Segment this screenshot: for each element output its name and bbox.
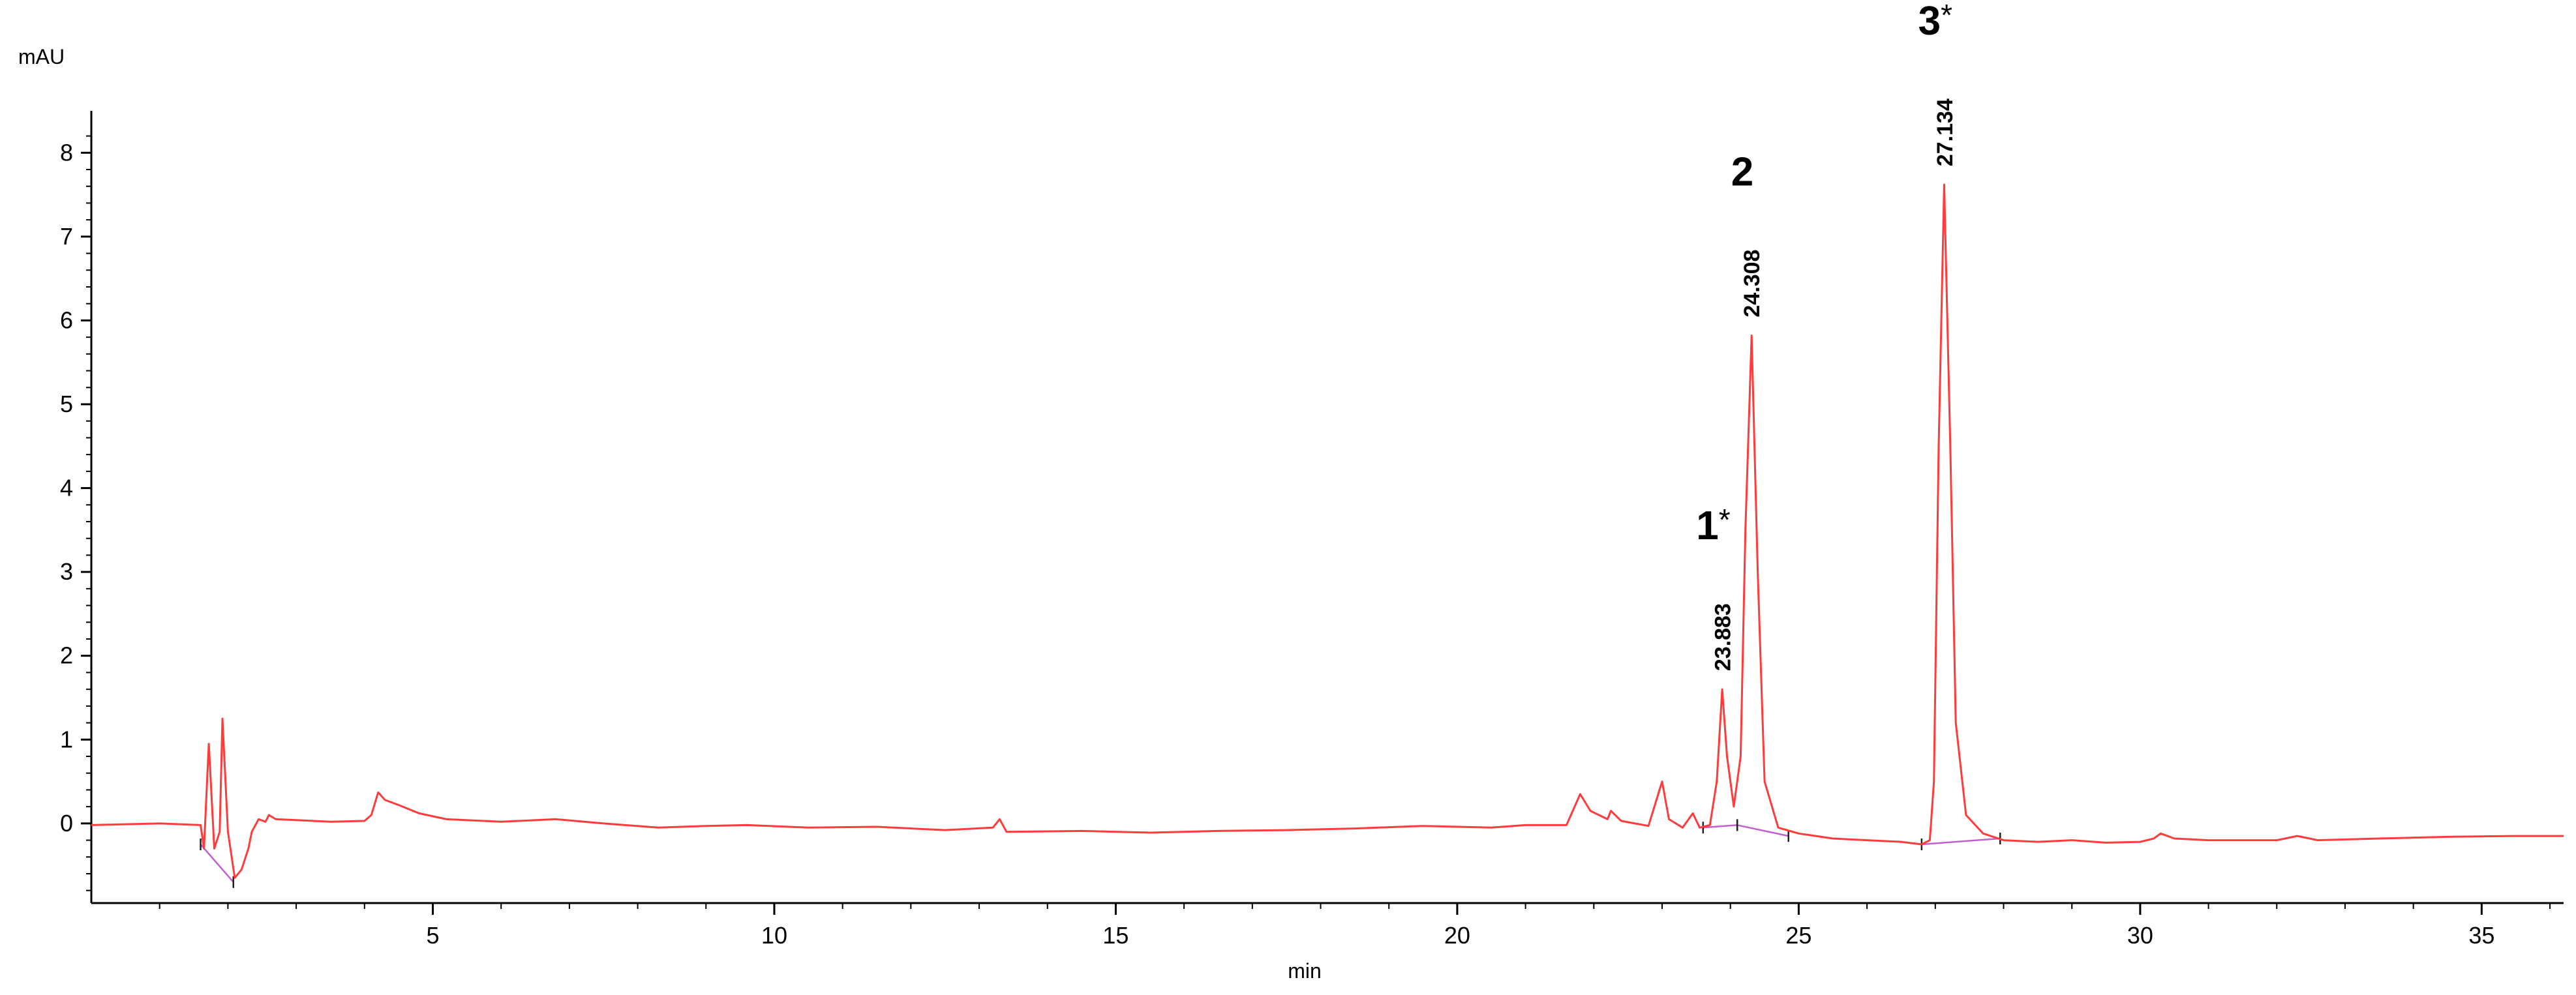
y-tick-label: 4 [60, 475, 73, 501]
integration-baselines [200, 819, 2001, 888]
x-tick-label: 5 [426, 922, 439, 949]
peak-retention-time-label: 27.134 [1933, 98, 1958, 166]
y-tick-label: 6 [60, 306, 73, 333]
peak-number: 2 [1731, 150, 1753, 195]
integration-baseline [1921, 837, 2001, 846]
y-tick-label: 2 [60, 642, 73, 669]
y-tick-label: 0 [60, 810, 73, 837]
y-tick-label: 1 [60, 726, 73, 752]
peak-number-label: 1* [1696, 503, 1730, 548]
y-tick-label: 8 [60, 139, 73, 166]
peak-number: 1 [1696, 503, 1718, 548]
axes: 0 1 2 3 4 5 6 7 8 5 10 15 20 25 30 35 [60, 111, 2564, 949]
y-tick-label: 7 [60, 223, 73, 250]
peak-number-label: 2 [1731, 150, 1753, 195]
integration-baseline [200, 844, 234, 883]
x-axis-unit-label: min [1288, 959, 1322, 983]
y-tick-label: 3 [60, 558, 73, 585]
x-tick-label: 20 [1444, 922, 1470, 949]
peak-star-mark: * [1719, 503, 1731, 537]
y-tick-label: 5 [60, 391, 73, 417]
trace-group [91, 183, 2564, 879]
chromatogram-trace [91, 183, 2564, 879]
peak-number-label: 3* [1918, 0, 1952, 44]
x-tick-label: 30 [2127, 922, 2153, 949]
x-tick-label: 25 [1785, 922, 1811, 949]
integration-baseline [1736, 824, 1789, 837]
peak-retention-time-label: 23.883 [1710, 603, 1735, 671]
integration-baseline [1703, 824, 1738, 829]
x-tick-label: 10 [761, 922, 787, 949]
y-axis-unit-label: mAU [18, 45, 65, 68]
peak-retention-time-label: 24.308 [1740, 250, 1765, 318]
x-tick-label: 15 [1102, 922, 1129, 949]
peak-number: 3 [1918, 0, 1941, 44]
x-tick-label: 35 [2468, 922, 2494, 949]
peak-star-mark: * [1941, 0, 1952, 32]
